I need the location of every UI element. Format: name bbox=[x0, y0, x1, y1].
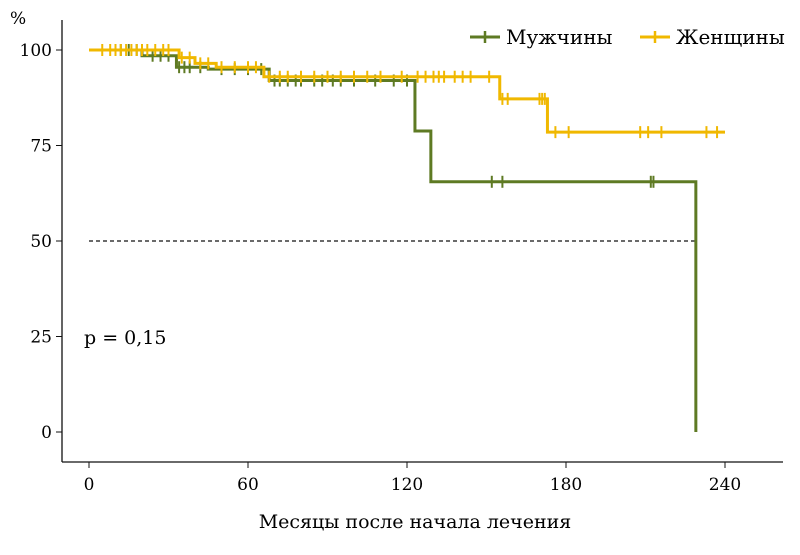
series-women bbox=[89, 44, 725, 139]
x-tick-label: 60 bbox=[237, 475, 259, 495]
y-axis-label: % bbox=[10, 9, 26, 29]
y-tick-label: 100 bbox=[20, 41, 52, 61]
y-tick-label: 0 bbox=[41, 423, 52, 443]
x-tick-label: 180 bbox=[550, 475, 582, 495]
series-men bbox=[89, 44, 698, 432]
legend-label-women: Женщины bbox=[676, 25, 785, 49]
legend-label-men: Мужчины bbox=[506, 25, 613, 49]
legend: Мужчины Женщины bbox=[470, 25, 785, 49]
y-tick-label: 50 bbox=[30, 232, 52, 252]
x-tick-label: 240 bbox=[709, 475, 741, 495]
x-axis-label: Месяцы после начала лечения bbox=[259, 511, 572, 533]
x-tick-label: 0 bbox=[84, 475, 95, 495]
y-tick-label: 25 bbox=[30, 328, 52, 348]
x-tick-label: 120 bbox=[391, 475, 423, 495]
y-tick-label: 75 bbox=[30, 137, 52, 157]
p-value-annotation: p = 0,15 bbox=[84, 327, 166, 349]
